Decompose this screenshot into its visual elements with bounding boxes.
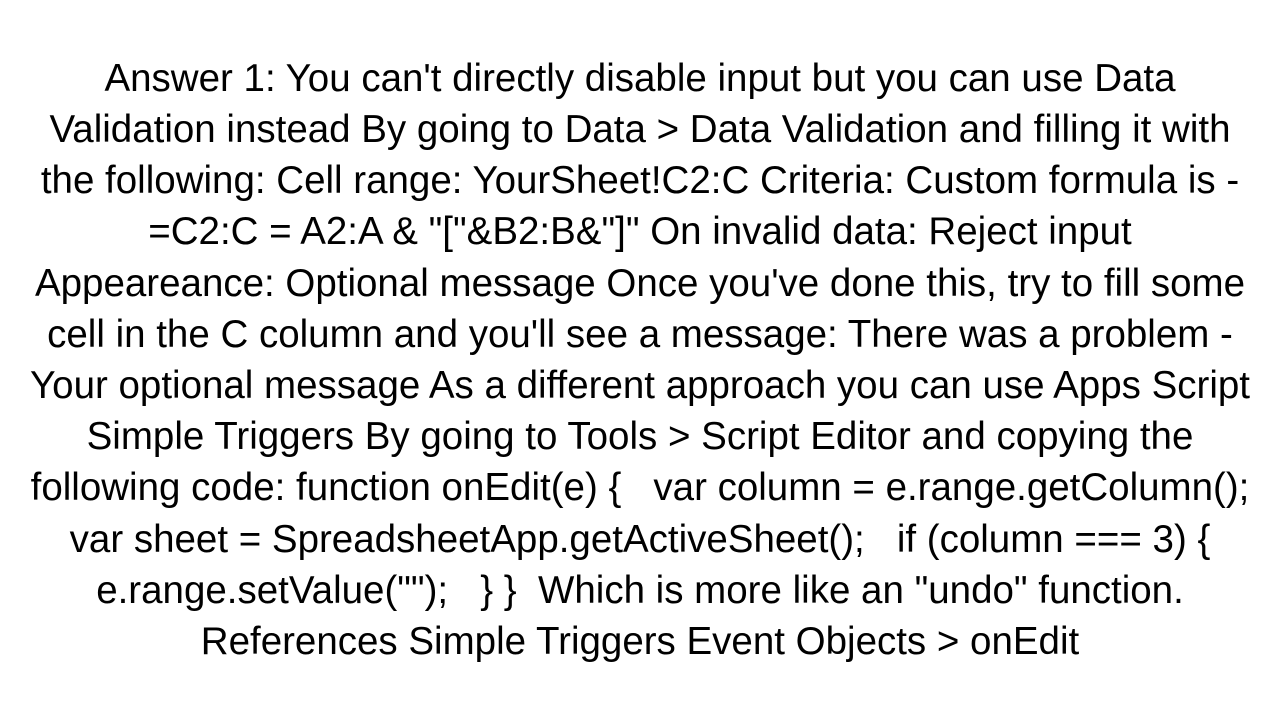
answer-body-text: Answer 1: You can't directly disable inp…: [28, 53, 1252, 667]
document-container: Answer 1: You can't directly disable inp…: [0, 0, 1280, 720]
